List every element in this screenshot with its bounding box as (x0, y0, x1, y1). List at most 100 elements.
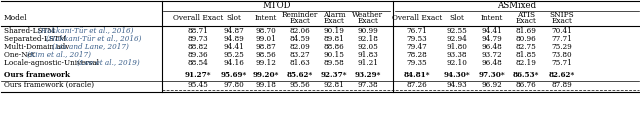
Text: 95.25: 95.25 (223, 51, 244, 59)
Text: 77.71: 77.71 (552, 35, 572, 43)
Text: 97.30*: 97.30* (479, 71, 506, 79)
Text: Reminder: Reminder (282, 11, 318, 19)
Text: 94.41: 94.41 (481, 27, 502, 35)
Text: 90.15: 90.15 (324, 51, 344, 59)
Text: 99.20*: 99.20* (253, 71, 279, 79)
Text: 95.69*: 95.69* (221, 71, 247, 79)
Text: 82.75: 82.75 (516, 43, 536, 51)
Text: 79.53: 79.53 (406, 35, 428, 43)
Text: 85.62*: 85.62* (287, 71, 313, 79)
Text: 94.87: 94.87 (223, 27, 244, 35)
Text: Exact: Exact (324, 17, 344, 25)
Text: ATIS: ATIS (517, 11, 535, 19)
Text: (Liu and Lane, 2017): (Liu and Lane, 2017) (52, 43, 129, 51)
Text: Exact: Exact (358, 17, 378, 25)
Text: Shared-LSTM: Shared-LSTM (4, 27, 57, 35)
Text: 91.27*: 91.27* (185, 71, 211, 79)
Text: Multi-Domain adv: Multi-Domain adv (4, 43, 72, 51)
Text: 81.69: 81.69 (516, 27, 536, 35)
Text: Weather: Weather (353, 11, 383, 19)
Text: 92.10: 92.10 (447, 59, 467, 67)
Text: 91.83: 91.83 (358, 51, 378, 59)
Text: Locale-agnostic-Universal: Locale-agnostic-Universal (4, 59, 101, 67)
Text: Intent: Intent (481, 14, 503, 22)
Text: 94.93: 94.93 (447, 81, 467, 89)
Text: (Kim et al., 2017): (Kim et al., 2017) (27, 51, 91, 59)
Text: (Lee et al., 2019): (Lee et al., 2019) (77, 59, 140, 67)
Text: Intent: Intent (255, 14, 277, 22)
Text: 76.71: 76.71 (406, 27, 428, 35)
Text: 92.05: 92.05 (358, 43, 378, 51)
Text: 87.89: 87.89 (552, 81, 572, 89)
Text: 99.18: 99.18 (255, 81, 276, 89)
Text: MTOD: MTOD (262, 2, 291, 10)
Text: 99.01: 99.01 (255, 35, 276, 43)
Text: 86.76: 86.76 (516, 81, 536, 89)
Text: (Hakkani-Tür et al., 2016): (Hakkani-Tür et al., 2016) (46, 35, 142, 43)
Text: Ours framework (oracle): Ours framework (oracle) (4, 81, 94, 89)
Text: 93.29*: 93.29* (355, 71, 381, 79)
Text: Model: Model (4, 14, 28, 22)
Text: Overall Exact: Overall Exact (392, 14, 442, 22)
Text: (Hakkani-Tür et al., 2016): (Hakkani-Tür et al., 2016) (38, 27, 133, 35)
Text: 84.81*: 84.81* (404, 71, 430, 79)
Text: 92.37*: 92.37* (321, 71, 348, 79)
Text: 75.29: 75.29 (552, 43, 572, 51)
Text: 95.56: 95.56 (290, 81, 310, 89)
Text: 83.27: 83.27 (290, 51, 310, 59)
Text: 88.71: 88.71 (188, 27, 209, 35)
Text: 81.63: 81.63 (290, 59, 310, 67)
Text: Alarm: Alarm (323, 11, 346, 19)
Text: 73.80: 73.80 (552, 51, 572, 59)
Text: 99.12: 99.12 (255, 59, 276, 67)
Text: 94.79: 94.79 (482, 35, 502, 43)
Text: 92.55: 92.55 (447, 27, 467, 35)
Text: 89.73: 89.73 (188, 35, 208, 43)
Text: 87.26: 87.26 (406, 81, 428, 89)
Text: 91.80: 91.80 (447, 43, 467, 51)
Text: 88.54: 88.54 (188, 59, 209, 67)
Text: 81.85: 81.85 (516, 51, 536, 59)
Text: SNIPS: SNIPS (550, 11, 574, 19)
Text: 79.47: 79.47 (406, 43, 428, 51)
Text: 82.09: 82.09 (290, 43, 310, 51)
Text: 82.19: 82.19 (516, 59, 536, 67)
Text: Exact: Exact (552, 17, 572, 25)
Text: 79.35: 79.35 (406, 59, 428, 67)
Text: 97.38: 97.38 (358, 81, 378, 89)
Text: 75.71: 75.71 (552, 59, 572, 67)
Text: ASMixed: ASMixed (497, 2, 536, 10)
Text: Separated-LSTM: Separated-LSTM (4, 35, 68, 43)
Text: 89.36: 89.36 (188, 51, 208, 59)
Text: 86.53*: 86.53* (513, 71, 539, 79)
Text: Ours framework: Ours framework (4, 71, 70, 79)
Text: Slot: Slot (227, 14, 241, 22)
Text: 89.58: 89.58 (324, 59, 344, 67)
Text: 91.21: 91.21 (358, 59, 378, 67)
Text: 84.59: 84.59 (290, 35, 310, 43)
Text: One-Net: One-Net (4, 51, 37, 59)
Text: 93.72: 93.72 (482, 51, 502, 59)
Text: 98.56: 98.56 (255, 51, 276, 59)
Text: 82.06: 82.06 (290, 27, 310, 35)
Text: 96.92: 96.92 (482, 81, 502, 89)
Text: 70.41: 70.41 (552, 27, 572, 35)
Text: 93.38: 93.38 (447, 51, 467, 59)
Text: 98.70: 98.70 (255, 27, 276, 35)
Text: 90.19: 90.19 (324, 27, 344, 35)
Text: Slot: Slot (449, 14, 465, 22)
Text: 92.94: 92.94 (447, 35, 467, 43)
Text: 96.48: 96.48 (482, 59, 502, 67)
Text: Overall Exact: Overall Exact (173, 14, 223, 22)
Text: 98.87: 98.87 (255, 43, 276, 51)
Text: 88.86: 88.86 (324, 43, 344, 51)
Text: 92.18: 92.18 (358, 35, 378, 43)
Text: 90.99: 90.99 (358, 27, 378, 35)
Text: 94.30*: 94.30* (444, 71, 470, 79)
Text: 96.48: 96.48 (482, 43, 502, 51)
Text: 94.89: 94.89 (223, 35, 244, 43)
Text: 78.28: 78.28 (406, 51, 428, 59)
Text: 94.16: 94.16 (223, 59, 244, 67)
Text: 95.45: 95.45 (188, 81, 209, 89)
Text: Exact: Exact (516, 17, 536, 25)
